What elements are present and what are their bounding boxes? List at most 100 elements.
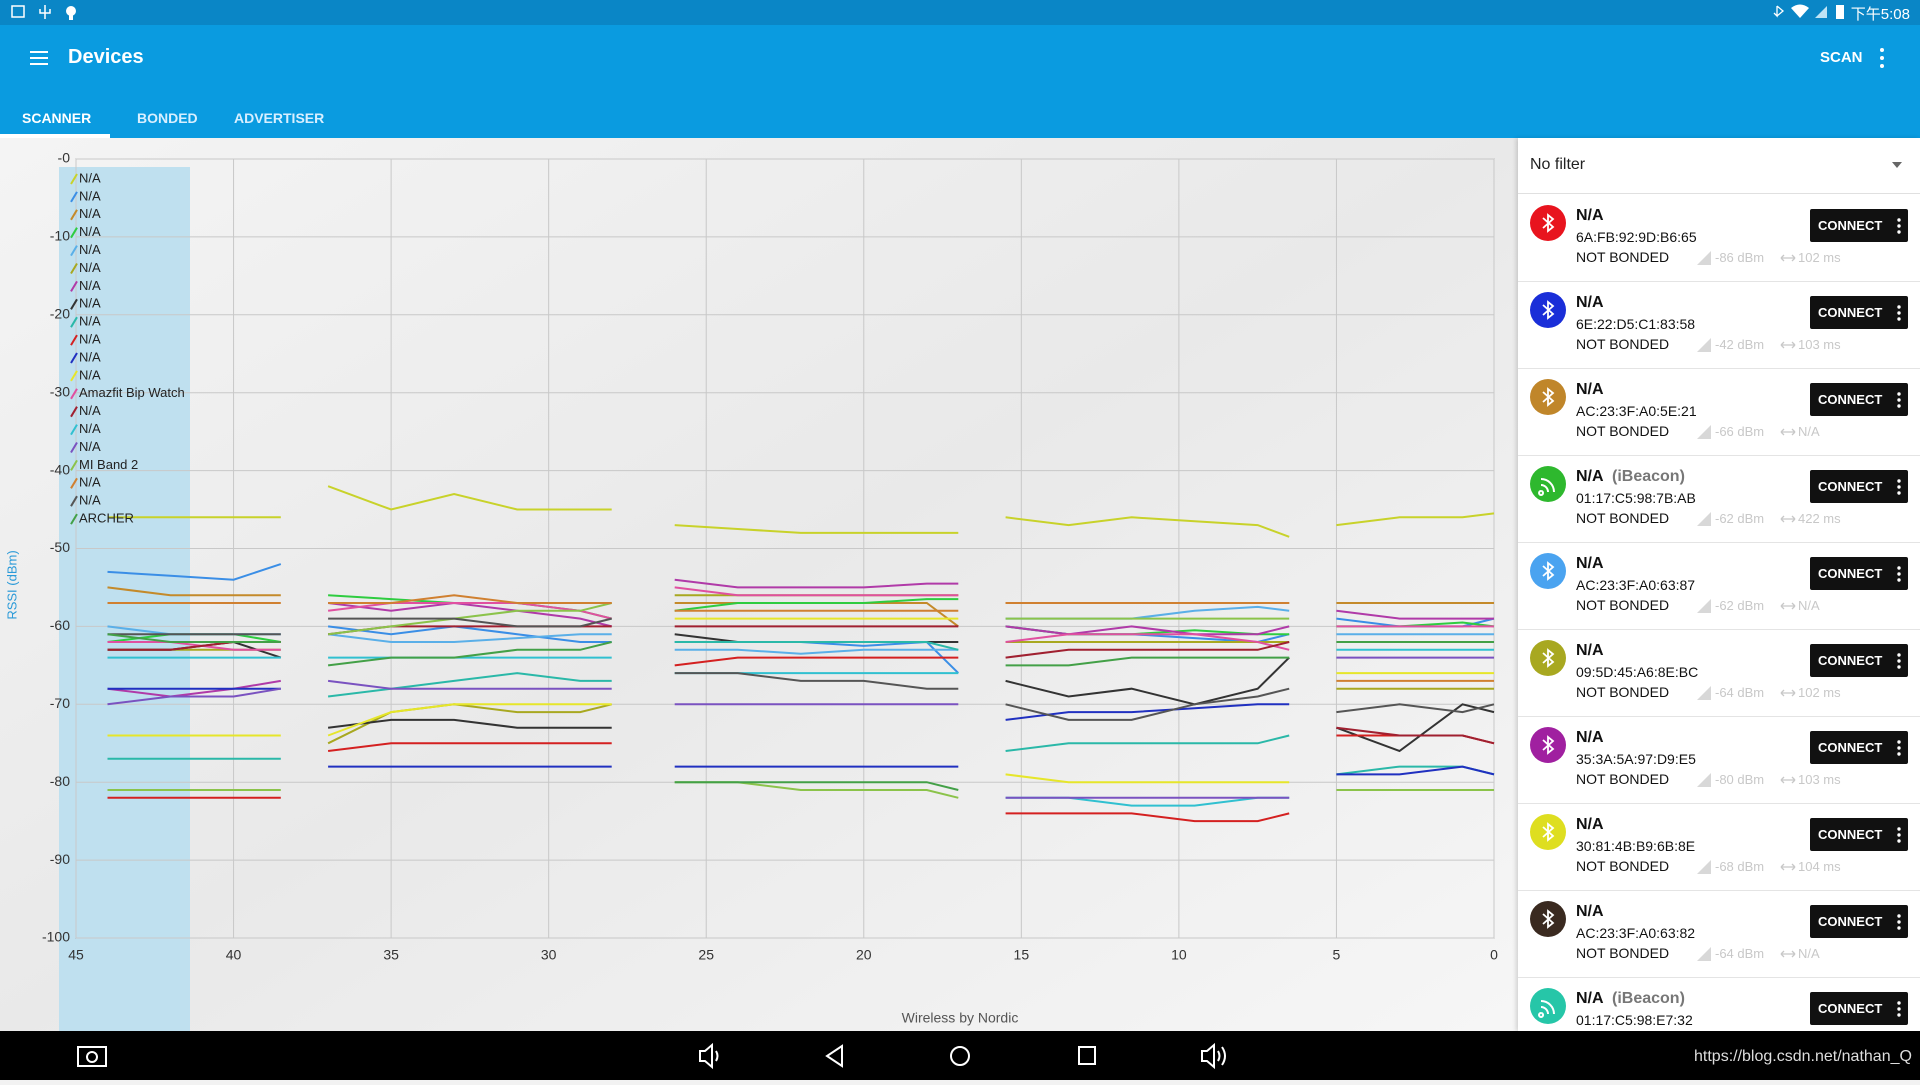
connect-button[interactable]: CONNECT (1810, 296, 1908, 329)
device-panel: No filter N/A 6A:FB:92:9D:B6:65 NOT BONDED… (1518, 138, 1920, 1031)
arrow-glyph (1780, 341, 1796, 349)
device-row[interactable]: N/A 6A:FB:92:9D:B6:65 NOT BONDED -86 dBm 102… (1518, 194, 1920, 282)
menu-dot (1897, 578, 1901, 582)
device-row[interactable]: N/A AC:23:3F:A0:5E:21 NOT BONDED -66 dBm N/A… (1518, 368, 1920, 456)
menu-dot (1897, 926, 1901, 930)
menu-button[interactable] (30, 50, 50, 66)
device-icon (1530, 901, 1566, 937)
menu-dot (1897, 1013, 1901, 1017)
series-line (107, 656, 1495, 823)
connect-button[interactable]: CONNECT (1810, 818, 1908, 851)
interval-icon (1780, 254, 1796, 262)
bluetooth-glyph (1542, 822, 1555, 842)
recents-button[interactable] (1078, 1046, 1096, 1065)
interval-icon (1780, 689, 1796, 697)
x-tick-label: 0 (1490, 947, 1498, 963)
menu-dot (1897, 224, 1901, 228)
series-line (107, 648, 1494, 807)
device-row[interactable]: N/A (iBeacon) 01:17:C5:98:7B:AB NOT BONDED -… (1518, 455, 1920, 543)
menu-dot (1897, 1007, 1901, 1011)
menu-dot (1897, 1001, 1901, 1005)
arrow-glyph (1780, 602, 1796, 610)
beacon-glyph (1538, 478, 1555, 496)
legend-swatch (70, 262, 78, 275)
legend-swatch (70, 280, 78, 292)
device-row[interactable]: N/A 30:81:4B:B9:6B:8E NOT BONDED -68 dBm 104… (1518, 803, 1920, 891)
device-icon (1530, 379, 1566, 415)
tab[interactable]: ADVERTISER (234, 110, 325, 126)
connect-button[interactable]: CONNECT (1810, 644, 1908, 677)
status-bar: 下午5:08 (0, 0, 1920, 25)
home-button[interactable] (950, 1046, 970, 1066)
device-row[interactable]: N/A 09:5D:45:A6:8E:BC NOT BONDED -64 dBm 102… (1518, 629, 1920, 717)
y-tick-label: -50 (50, 539, 70, 555)
interval-icon (1780, 341, 1796, 349)
menu-dot (1897, 746, 1901, 750)
connect-button[interactable]: CONNECT (1810, 470, 1908, 503)
device-address: AC:23:3F:A0:63:87 (1576, 577, 1696, 593)
connect-button[interactable]: CONNECT (1810, 905, 1908, 938)
legend-label: N/A (79, 403, 101, 418)
device-row[interactable]: N/A 6E:22:D5:C1:83:58 NOT BONDED -42 dBm 103… (1518, 281, 1920, 369)
legend-label: N/A (79, 296, 101, 311)
back-button[interactable] (825, 1044, 843, 1068)
connect-label: CONNECT (1818, 1001, 1883, 1016)
series-line (107, 625, 1495, 745)
connect-button[interactable]: CONNECT (1810, 557, 1908, 590)
y-axis-label: RSSI (dBm) (4, 550, 19, 619)
signal-icon (1697, 599, 1711, 613)
device-row[interactable]: N/A 35:3A:5A:97:D9:E5 NOT BONDED -80 dBm 103… (1518, 716, 1920, 804)
connect-button[interactable]: CONNECT (1810, 992, 1908, 1025)
signal-icon (1697, 947, 1711, 961)
legend-label: N/A (79, 242, 101, 257)
interval: 103 ms (1798, 772, 1841, 787)
menu-dot (1897, 914, 1901, 918)
series-line (107, 633, 1494, 791)
legend-label: Amazfit Bip Watch (79, 385, 185, 400)
volume-up-button[interactable] (1201, 1042, 1226, 1070)
bond-state: NOT BONDED (1576, 249, 1670, 265)
device-row[interactable]: N/A AC:23:3F:A0:63:82 NOT BONDED -64 dBm N/A… (1518, 890, 1920, 978)
interval: N/A (1798, 946, 1820, 961)
x-tick-label: 45 (68, 947, 84, 963)
rssi: -80 dBm (1715, 772, 1765, 787)
bond-state: NOT BONDED (1576, 945, 1670, 961)
menu-dot (1897, 665, 1901, 669)
y-tick-label: -80 (50, 773, 70, 789)
device-name: N/A (1576, 381, 1604, 398)
menu-dot (1897, 827, 1901, 831)
device-row[interactable]: N/A AC:23:3F:A0:63:87 NOT BONDED -62 dBm N/A… (1518, 542, 1920, 630)
signal-icon (1697, 512, 1711, 526)
beacon-glyph (1538, 1000, 1555, 1018)
legend-highlight (59, 167, 190, 1031)
scan-button[interactable]: SCAN (1820, 49, 1863, 66)
volume-down-button[interactable] (699, 1042, 719, 1070)
interval: 104 ms (1798, 859, 1841, 874)
chart-footer: Wireless by Nordic (902, 1010, 1019, 1026)
x-tick-label: 40 (226, 947, 242, 963)
connect-button[interactable]: CONNECT (1810, 383, 1908, 416)
rssi: -64 dBm (1715, 685, 1765, 700)
legend-label: N/A (79, 278, 101, 293)
nav-icons (77, 1042, 1226, 1070)
device-row[interactable]: N/A (iBeacon) 01:17:C5:98:E7:32 CONNECT (1518, 977, 1920, 1031)
bluetooth-glyph (1542, 387, 1555, 407)
menu-dot (1897, 839, 1901, 843)
legend-label: N/A (79, 224, 101, 239)
device-name: N/A (1576, 207, 1604, 224)
series-line (107, 563, 1495, 674)
button-menu (1897, 653, 1901, 669)
screenshot-button[interactable] (77, 1046, 107, 1067)
menu-dot (1897, 317, 1901, 321)
device-name: N/A (1576, 642, 1604, 659)
signal-icon (1697, 251, 1711, 265)
button-menu (1897, 914, 1901, 930)
overflow-menu[interactable] (1878, 47, 1886, 69)
filter-dropdown[interactable]: No filter (1518, 138, 1920, 194)
legend-swatch (70, 406, 78, 418)
connect-button[interactable]: CONNECT (1810, 209, 1908, 242)
tab-indicator (0, 134, 110, 138)
tab[interactable]: BONDED (137, 110, 198, 126)
connect-button[interactable]: CONNECT (1810, 731, 1908, 764)
tab[interactable]: SCANNER (22, 110, 92, 126)
